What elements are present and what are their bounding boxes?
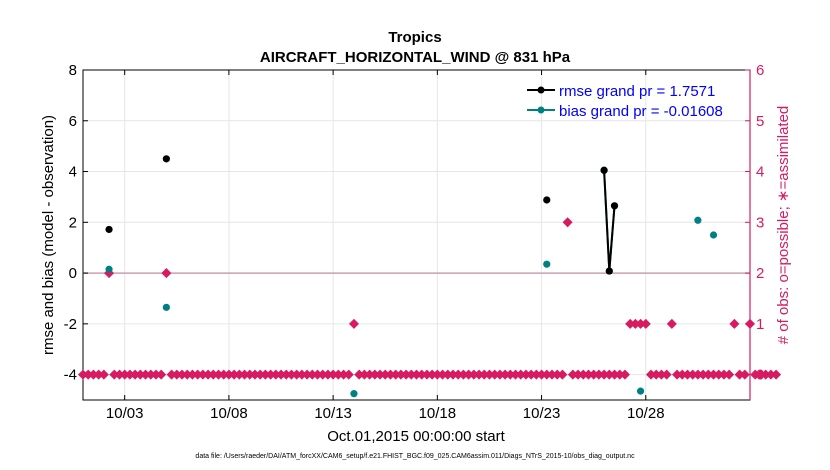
- y-tick-label: -2: [64, 316, 77, 333]
- rmse-point: [162, 155, 170, 163]
- obs-count-marker: [771, 369, 782, 380]
- y-axis-right-label: # of obs: o=possible; ∗=assimilated: [775, 106, 792, 345]
- obs-count-marker: [640, 318, 651, 329]
- legend-rmse-label: rmse grand pr = 1.7571: [559, 83, 715, 100]
- x-tick-label: 10/18: [419, 405, 457, 422]
- obs-count-marker: [729, 318, 740, 329]
- rmse-series: [105, 155, 619, 275]
- legend-bias-marker: [537, 106, 545, 114]
- rmse-point: [610, 202, 619, 210]
- obs-count-marker: [161, 268, 172, 279]
- obs-count-marker: [562, 217, 573, 228]
- obs-count-marker: [666, 318, 677, 329]
- x-tick-label: 10/03: [106, 405, 144, 422]
- x-tick-label: 10/08: [210, 405, 248, 422]
- obs-count-marker: [343, 369, 354, 380]
- y-axis-left: -4 -2 0 2 4 6 8: [64, 62, 88, 384]
- y-tick-label: 2: [69, 214, 77, 231]
- rmse-segment: [603, 170, 611, 272]
- bias-point: [105, 265, 113, 273]
- legend: rmse grand pr = 1.7571 bias grand pr = -…: [527, 83, 723, 120]
- x-tick-label: 10/13: [314, 405, 352, 422]
- obs-count-marker: [744, 318, 756, 329]
- bias-point: [694, 216, 702, 224]
- obs-count-series: [77, 217, 782, 380]
- rmse-point: [600, 166, 608, 174]
- y-axis-label: rmse and bias (model - observation): [40, 115, 57, 355]
- obs-count-marker: [104, 268, 115, 279]
- x-axis-label: Oct.01,2015 00:00:00 start: [327, 428, 505, 445]
- x-axis: 10/03 10/08 10/13 10/18 10/23 10/28: [106, 70, 665, 422]
- obs-count-marker: [739, 369, 750, 380]
- obs-count-marker: [724, 369, 735, 380]
- obs-count-marker: [156, 369, 167, 380]
- y2-tick-label: 6: [756, 62, 764, 79]
- obs-count-marker: [661, 369, 672, 380]
- x-tick-label: 10/23: [523, 405, 561, 422]
- y-tick-label: 4: [69, 164, 77, 181]
- obs-count-marker: [98, 369, 109, 380]
- obs-count-marker: [557, 369, 568, 380]
- bias-point: [709, 231, 718, 239]
- bias-point: [162, 303, 170, 311]
- y2-tick-label: 1: [756, 316, 764, 333]
- obs-count-marker: [348, 318, 359, 329]
- y2-tick-label: 5: [756, 113, 764, 130]
- y-tick-label: 8: [69, 62, 77, 79]
- bias-point: [350, 390, 358, 398]
- y2-tick-label: 3: [756, 214, 764, 231]
- bias-point: [543, 260, 551, 268]
- legend-rmse-marker: [537, 86, 545, 94]
- rmse-segment: [608, 205, 616, 272]
- legend-bias-label: bias grand pr = -0.01608: [559, 103, 723, 120]
- y-tick-label: 6: [69, 113, 77, 130]
- obs-count-marker: [619, 369, 630, 380]
- rmse-point: [543, 196, 551, 204]
- y-tick-label: -4: [64, 367, 77, 384]
- bias-point: [636, 387, 645, 395]
- x-tick-label: 10/28: [627, 405, 665, 422]
- y2-tick-label: 4: [756, 164, 764, 181]
- y-tick-label: 0: [69, 265, 77, 282]
- rmse-point: [105, 225, 113, 234]
- data-file-footnote: data file: /Users/raeder/DAI/ATM_forcXX/…: [195, 453, 635, 460]
- chart-subtitle: AIRCRAFT_HORIZONTAL_WIND @ 831 hPa: [260, 49, 571, 66]
- rmse-point: [605, 267, 613, 275]
- chart-title: Tropics: [388, 29, 441, 46]
- y2-tick-label: 2: [756, 265, 764, 282]
